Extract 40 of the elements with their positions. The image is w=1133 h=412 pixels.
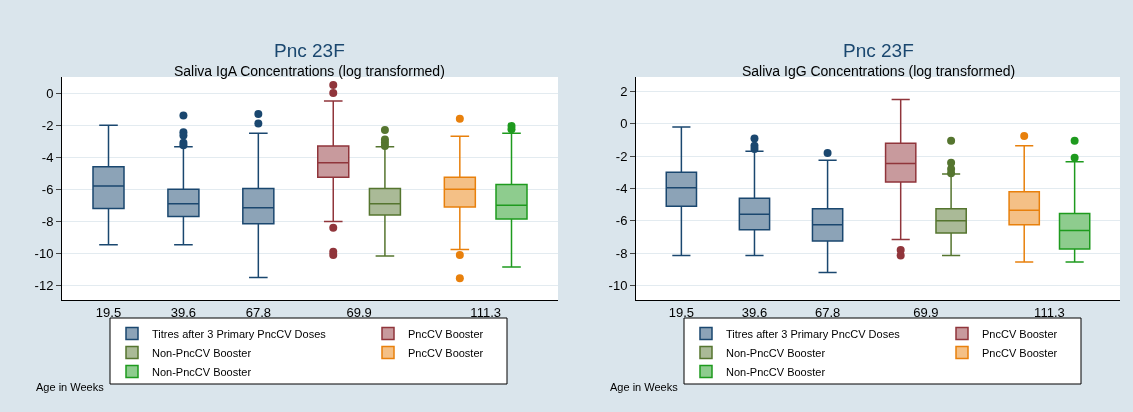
y-tick-label: 0 xyxy=(46,85,54,101)
y-tick-label: -12 xyxy=(34,278,54,294)
legend-label: Non-PncCV Booster xyxy=(152,365,252,378)
y-tick-label: -6 xyxy=(41,181,54,197)
y-tick-label: -10 xyxy=(34,246,54,262)
legend-label: PncCV Booster xyxy=(408,327,484,340)
x-tick-label: 19.5 xyxy=(95,304,122,320)
y-tick-label: 0 xyxy=(620,116,628,132)
y-tick-label: -10 xyxy=(608,278,628,294)
legend-label: Non-PncCV Booster xyxy=(726,346,826,359)
y-tick-label: -6 xyxy=(615,213,628,229)
y-tick-label: -4 xyxy=(615,181,628,197)
x-tick-label: 111.3 xyxy=(470,304,501,320)
x-tick-label: 39.6 xyxy=(170,304,197,320)
x-tick-label: 69.9 xyxy=(913,304,939,320)
x-axis-title: Age in Weeks xyxy=(610,381,679,393)
y-tick-label: -4 xyxy=(41,149,54,165)
legend-label: Non-PncCV Booster xyxy=(152,346,252,359)
y-tick-label: -8 xyxy=(615,245,628,261)
y-tick-label: -2 xyxy=(615,148,628,164)
chart-title: Pnc 23F xyxy=(274,40,345,61)
x-axis-title: Age in Weeks xyxy=(36,381,105,393)
x-tick-label: 67.8 xyxy=(245,304,271,320)
legend-label: PncCV Booster xyxy=(982,346,1058,359)
x-tick-label: 39.6 xyxy=(741,304,768,320)
x-tick-label: 19.5 xyxy=(668,304,695,320)
legend-label: Titres after 3 Primary PncCV Doses xyxy=(152,327,327,340)
x-tick-label: 111.3 xyxy=(1034,304,1065,320)
chart-subtitle: Saliva IgG Concentrations (log transformed) xyxy=(742,63,1016,79)
chart-title: Pnc 23F xyxy=(843,40,914,61)
legend-label: Non-PncCV Booster xyxy=(726,365,826,378)
y-tick-label: -8 xyxy=(41,213,54,229)
y-tick-label: 2 xyxy=(620,84,628,100)
x-tick-label: 67.8 xyxy=(814,304,841,320)
x-tick-label: 69.9 xyxy=(346,304,372,320)
legend-label: PncCV Booster xyxy=(408,346,484,359)
y-tick-label: -2 xyxy=(41,117,54,133)
chart-subtitle: Saliva IgA Concentrations (log transformed) xyxy=(174,63,445,79)
legend-label: PncCV Booster xyxy=(982,327,1058,340)
legend-label: Titres after 3 Primary PncCV Doses xyxy=(726,327,901,340)
